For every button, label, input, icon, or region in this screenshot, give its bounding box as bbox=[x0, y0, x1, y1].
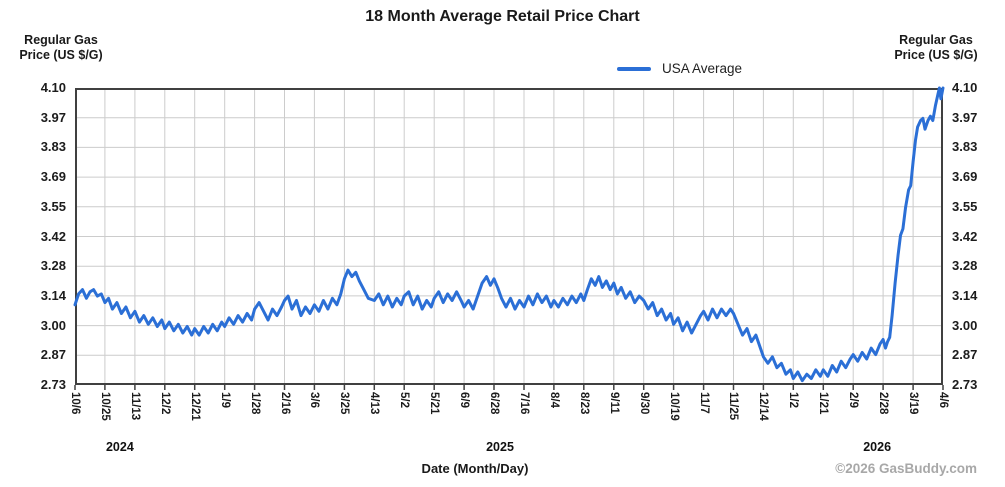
x-tick-label: 10/25 bbox=[98, 392, 111, 421]
x-tick-label: 3/19 bbox=[907, 392, 920, 415]
x-tick-label: 3/6 bbox=[308, 392, 321, 408]
y-tick-label-right: 3.97 bbox=[952, 109, 978, 125]
y-axis-title-left-line2: Price (US $/G) bbox=[19, 48, 103, 62]
y-tick-label-left: 3.42 bbox=[40, 228, 66, 244]
x-tick-label: 2/9 bbox=[847, 392, 860, 408]
x-tick-label: 7/16 bbox=[517, 392, 530, 415]
y-tick-label-right: 2.87 bbox=[952, 347, 978, 363]
y-tick-label-left: 2.87 bbox=[40, 347, 66, 363]
x-tick-label: 2/16 bbox=[278, 392, 291, 415]
legend-label: USA Average bbox=[662, 61, 743, 76]
copyright-watermark: ©2026 GasBuddy.com bbox=[835, 461, 977, 476]
y-axis-title-right-line1: Regular Gas bbox=[899, 33, 973, 47]
x-tick-label: 10/6 bbox=[69, 392, 81, 415]
y-axis-labels-left: 4.10 3.97 3.83 3.69 3.55 3.42 3.28 3.14 3.00 2.87… bbox=[0, 80, 66, 392]
price-line-usa-average bbox=[73, 86, 945, 383]
x-tick-label: 8/23 bbox=[577, 392, 590, 415]
x-axis-year-labels: 2024 2025 2026 bbox=[75, 440, 943, 456]
x-tick-label: 12/21 bbox=[188, 392, 201, 421]
x-tick-label: 8/4 bbox=[547, 392, 560, 408]
x-tick-label: 9/30 bbox=[637, 392, 650, 415]
x-tick-label: 1/2 bbox=[787, 392, 800, 408]
x-tick-label: 11/13 bbox=[128, 392, 141, 421]
y-tick-label-right: 3.69 bbox=[952, 169, 978, 185]
y-axis-title-left: Regular Gas Price (US $/G) bbox=[1, 33, 121, 63]
y-axis-title-left-line1: Regular Gas bbox=[24, 33, 98, 47]
y-tick-label-left: 2.73 bbox=[40, 377, 66, 392]
y-tick-label-left: 3.55 bbox=[40, 198, 66, 214]
y-tick-label-right: 3.28 bbox=[952, 258, 978, 274]
y-tick-label-left: 3.14 bbox=[40, 287, 66, 303]
plot-area bbox=[73, 86, 945, 390]
y-tick-label-left: 3.97 bbox=[40, 109, 66, 125]
x-tick-label: 3/25 bbox=[338, 392, 351, 415]
y-tick-label-right: 3.83 bbox=[952, 139, 978, 155]
y-axis-labels-right: 4.10 3.97 3.83 3.69 3.55 3.42 3.28 3.14 3.00 2.87… bbox=[952, 80, 1004, 392]
y-tick-label-right: 3.14 bbox=[952, 287, 978, 303]
y-tick-label-right: 3.55 bbox=[952, 198, 978, 214]
x-tick-label: 12/2 bbox=[158, 392, 171, 415]
y-tick-label-left: 3.00 bbox=[40, 317, 66, 333]
chart-title: 18 Month Average Retail Price Chart bbox=[365, 8, 640, 25]
x-tick-label: 4/6 bbox=[937, 392, 949, 408]
x-tick-label: 9/11 bbox=[607, 392, 620, 414]
year-label-2026: 2026 bbox=[863, 440, 892, 454]
y-tick-label-left: 3.28 bbox=[40, 258, 66, 274]
x-tick-label: 4/13 bbox=[368, 392, 381, 415]
x-tick-label: 5/21 bbox=[428, 392, 441, 415]
x-axis-labels: 10/6 10/25 11/13 12/2 12/21 1/9 1/28 2/16 3/6 3/2… bbox=[69, 392, 949, 447]
y-tick-label-left: 4.10 bbox=[40, 80, 66, 95]
x-tick-label: 1/9 bbox=[218, 392, 231, 408]
x-tick-label: 6/28 bbox=[488, 392, 501, 415]
x-tick-label: 1/28 bbox=[248, 392, 261, 415]
x-tick-label: 12/14 bbox=[757, 392, 770, 421]
y-axis-title-right-line2: Price (US $/G) bbox=[894, 48, 978, 62]
year-label-2025: 2025 bbox=[486, 440, 514, 454]
y-tick-label-right: 3.00 bbox=[952, 317, 978, 333]
x-tick-label: 5/2 bbox=[398, 392, 411, 408]
x-tick-label: 6/9 bbox=[458, 392, 471, 408]
y-tick-label-left: 3.83 bbox=[40, 139, 66, 155]
legend-line-swatch bbox=[617, 66, 651, 71]
plot-border bbox=[75, 88, 943, 385]
x-tick-label: 1/21 bbox=[817, 392, 830, 415]
y-axis-title-right: Regular Gas Price (US $/G) bbox=[876, 33, 996, 63]
x-tick-label: 2/28 bbox=[877, 392, 890, 415]
x-axis-title: Date (Month/Day) bbox=[421, 461, 529, 476]
y-tick-label-left: 3.69 bbox=[40, 169, 66, 185]
legend: USA Average bbox=[617, 61, 742, 76]
y-tick-label-right: 4.10 bbox=[952, 80, 978, 95]
x-tick-label: 11/7 bbox=[697, 392, 710, 414]
y-tick-label-right: 2.73 bbox=[952, 377, 978, 392]
x-tick-label: 10/19 bbox=[667, 392, 680, 421]
year-label-2024: 2024 bbox=[105, 440, 134, 454]
y-tick-label-right: 3.42 bbox=[952, 228, 978, 244]
x-tick-label: 11/25 bbox=[727, 392, 740, 421]
